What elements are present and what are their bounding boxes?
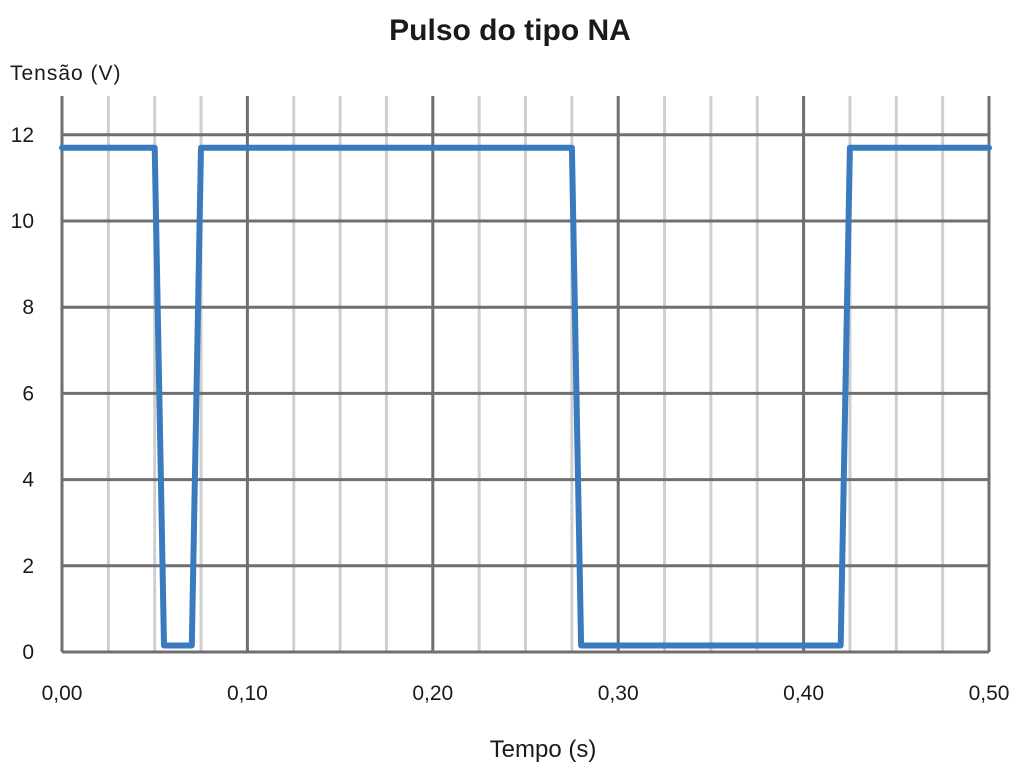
x-axis-label: Tempo (s) [490, 736, 597, 763]
y-tick-label: 2 [22, 555, 34, 578]
grid [60, 96, 991, 654]
y-tick-label: 4 [22, 469, 34, 492]
y-tick-label: 12 [11, 124, 34, 147]
x-tick-label: 0,40 [783, 682, 824, 705]
x-tick-label: 0,20 [412, 682, 453, 705]
series-group [59, 144, 992, 649]
y-tick-label: 6 [22, 382, 34, 405]
y-tick-label: 0 [22, 641, 34, 664]
series-line [59, 144, 992, 649]
x-tick-label: 0,00 [42, 682, 83, 705]
y-tick-label: 8 [22, 296, 34, 319]
x-tick-label: 0,50 [969, 682, 1010, 705]
y-axis-label: Tensão (V) [10, 62, 122, 85]
x-tick-label: 0,10 [227, 682, 268, 705]
tick-labels: 0 2 4 6 8 10 12 0,00 0,10 0,20 0,30 0,40 0,50 [11, 124, 1010, 705]
chart-title: Pulso do tipo NA [389, 14, 631, 47]
y-tick-label: 10 [11, 210, 34, 233]
x-tick-label: 0,30 [598, 682, 639, 705]
